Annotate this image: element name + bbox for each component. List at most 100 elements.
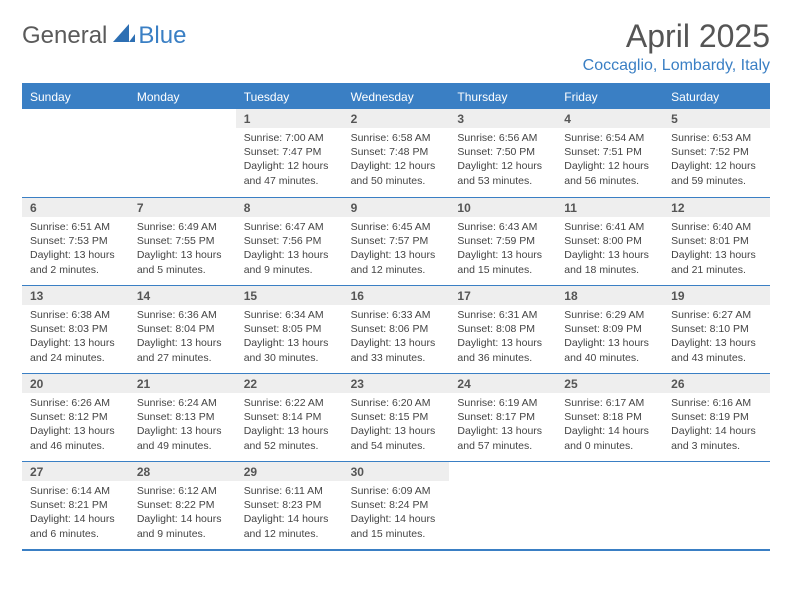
sunrise-text: Sunrise: 6:27 AM xyxy=(671,308,762,322)
day-details: Sunrise: 6:38 AMSunset: 8:03 PMDaylight:… xyxy=(22,305,129,371)
sunset-text: Sunset: 7:47 PM xyxy=(244,145,335,159)
logo: General Blue xyxy=(22,22,186,50)
calendar-day-cell xyxy=(449,462,556,549)
daylight-line1: Daylight: 13 hours xyxy=(244,424,335,438)
sunset-text: Sunset: 8:06 PM xyxy=(351,322,442,336)
day-number: 6 xyxy=(22,198,129,217)
calendar-week-row: 1Sunrise: 7:00 AMSunset: 7:47 PMDaylight… xyxy=(22,109,770,197)
day-number: 16 xyxy=(343,286,450,305)
daylight-line2: and 46 minutes. xyxy=(30,439,121,453)
daylight-line1: Daylight: 13 hours xyxy=(564,336,655,350)
day-details: Sunrise: 6:56 AMSunset: 7:50 PMDaylight:… xyxy=(449,128,556,194)
sunset-text: Sunset: 8:08 PM xyxy=(457,322,548,336)
sunrise-text: Sunrise: 6:41 AM xyxy=(564,220,655,234)
day-details: Sunrise: 6:19 AMSunset: 8:17 PMDaylight:… xyxy=(449,393,556,459)
weekday-header: Thursday xyxy=(449,85,556,109)
daylight-line1: Daylight: 14 hours xyxy=(244,512,335,526)
day-details: Sunrise: 6:31 AMSunset: 8:08 PMDaylight:… xyxy=(449,305,556,371)
day-number: 20 xyxy=(22,374,129,393)
sunset-text: Sunset: 8:14 PM xyxy=(244,410,335,424)
day-number: 3 xyxy=(449,109,556,128)
daylight-line2: and 21 minutes. xyxy=(671,263,762,277)
daylight-line2: and 30 minutes. xyxy=(244,351,335,365)
sunrise-text: Sunrise: 6:51 AM xyxy=(30,220,121,234)
calendar-day-cell: 18Sunrise: 6:29 AMSunset: 8:09 PMDayligh… xyxy=(556,286,663,373)
calendar-week-row: 6Sunrise: 6:51 AMSunset: 7:53 PMDaylight… xyxy=(22,197,770,285)
daylight-line2: and 3 minutes. xyxy=(671,439,762,453)
day-details: Sunrise: 6:20 AMSunset: 8:15 PMDaylight:… xyxy=(343,393,450,459)
day-details: Sunrise: 6:41 AMSunset: 8:00 PMDaylight:… xyxy=(556,217,663,283)
daylight-line1: Daylight: 13 hours xyxy=(137,424,228,438)
calendar-day-cell: 12Sunrise: 6:40 AMSunset: 8:01 PMDayligh… xyxy=(663,198,770,285)
daylight-line2: and 9 minutes. xyxy=(244,263,335,277)
logo-text-1: General xyxy=(22,22,107,50)
daylight-line1: Daylight: 14 hours xyxy=(671,424,762,438)
daylight-line2: and 18 minutes. xyxy=(564,263,655,277)
day-number: 19 xyxy=(663,286,770,305)
daylight-line2: and 36 minutes. xyxy=(457,351,548,365)
day-number: 14 xyxy=(129,286,236,305)
sunset-text: Sunset: 7:55 PM xyxy=(137,234,228,248)
calendar: Sunday Monday Tuesday Wednesday Thursday… xyxy=(22,83,770,551)
daylight-line1: Daylight: 13 hours xyxy=(564,248,655,262)
calendar-day-cell: 21Sunrise: 6:24 AMSunset: 8:13 PMDayligh… xyxy=(129,374,236,461)
calendar-week-row: 20Sunrise: 6:26 AMSunset: 8:12 PMDayligh… xyxy=(22,373,770,461)
sunrise-text: Sunrise: 6:19 AM xyxy=(457,396,548,410)
calendar-day-cell: 1Sunrise: 7:00 AMSunset: 7:47 PMDaylight… xyxy=(236,109,343,197)
sunrise-text: Sunrise: 6:31 AM xyxy=(457,308,548,322)
day-details: Sunrise: 6:14 AMSunset: 8:21 PMDaylight:… xyxy=(22,481,129,547)
day-details: Sunrise: 6:47 AMSunset: 7:56 PMDaylight:… xyxy=(236,217,343,283)
sunrise-text: Sunrise: 6:45 AM xyxy=(351,220,442,234)
calendar-body: 1Sunrise: 7:00 AMSunset: 7:47 PMDaylight… xyxy=(22,109,770,549)
day-number: 26 xyxy=(663,374,770,393)
daylight-line1: Daylight: 12 hours xyxy=(564,159,655,173)
calendar-day-cell: 26Sunrise: 6:16 AMSunset: 8:19 PMDayligh… xyxy=(663,374,770,461)
sunset-text: Sunset: 8:03 PM xyxy=(30,322,121,336)
day-number: 23 xyxy=(343,374,450,393)
daylight-line1: Daylight: 13 hours xyxy=(457,424,548,438)
calendar-day-cell: 22Sunrise: 6:22 AMSunset: 8:14 PMDayligh… xyxy=(236,374,343,461)
weekday-header: Wednesday xyxy=(343,85,450,109)
sunrise-text: Sunrise: 7:00 AM xyxy=(244,131,335,145)
day-number: 8 xyxy=(236,198,343,217)
day-details: Sunrise: 6:26 AMSunset: 8:12 PMDaylight:… xyxy=(22,393,129,459)
sunrise-text: Sunrise: 6:38 AM xyxy=(30,308,121,322)
calendar-day-cell xyxy=(556,462,663,549)
day-details: Sunrise: 6:09 AMSunset: 8:24 PMDaylight:… xyxy=(343,481,450,547)
day-number: 27 xyxy=(22,462,129,481)
sunrise-text: Sunrise: 6:54 AM xyxy=(564,131,655,145)
daylight-line2: and 24 minutes. xyxy=(30,351,121,365)
day-number: 11 xyxy=(556,198,663,217)
calendar-day-cell xyxy=(129,109,236,197)
daylight-line1: Daylight: 13 hours xyxy=(351,248,442,262)
sunset-text: Sunset: 8:01 PM xyxy=(671,234,762,248)
logo-text-2: Blue xyxy=(138,22,186,50)
page-title: April 2025 xyxy=(583,18,770,55)
day-number: 18 xyxy=(556,286,663,305)
sunset-text: Sunset: 8:00 PM xyxy=(564,234,655,248)
sunrise-text: Sunrise: 6:14 AM xyxy=(30,484,121,498)
daylight-line1: Daylight: 13 hours xyxy=(30,248,121,262)
day-details: Sunrise: 6:29 AMSunset: 8:09 PMDaylight:… xyxy=(556,305,663,371)
daylight-line2: and 54 minutes. xyxy=(351,439,442,453)
daylight-line1: Daylight: 12 hours xyxy=(244,159,335,173)
daylight-line2: and 43 minutes. xyxy=(671,351,762,365)
sunset-text: Sunset: 7:50 PM xyxy=(457,145,548,159)
sunset-text: Sunset: 8:13 PM xyxy=(137,410,228,424)
sunset-text: Sunset: 8:23 PM xyxy=(244,498,335,512)
title-block: April 2025 Coccaglio, Lombardy, Italy xyxy=(583,18,770,75)
daylight-line2: and 40 minutes. xyxy=(564,351,655,365)
daylight-line1: Daylight: 13 hours xyxy=(351,424,442,438)
sunrise-text: Sunrise: 6:53 AM xyxy=(671,131,762,145)
daylight-line2: and 12 minutes. xyxy=(351,263,442,277)
sunset-text: Sunset: 8:22 PM xyxy=(137,498,228,512)
day-details: Sunrise: 7:00 AMSunset: 7:47 PMDaylight:… xyxy=(236,128,343,194)
calendar-day-cell: 7Sunrise: 6:49 AMSunset: 7:55 PMDaylight… xyxy=(129,198,236,285)
calendar-day-cell: 23Sunrise: 6:20 AMSunset: 8:15 PMDayligh… xyxy=(343,374,450,461)
daylight-line2: and 53 minutes. xyxy=(457,174,548,188)
calendar-day-cell: 28Sunrise: 6:12 AMSunset: 8:22 PMDayligh… xyxy=(129,462,236,549)
daylight-line2: and 27 minutes. xyxy=(137,351,228,365)
sunset-text: Sunset: 7:48 PM xyxy=(351,145,442,159)
calendar-day-cell: 13Sunrise: 6:38 AMSunset: 8:03 PMDayligh… xyxy=(22,286,129,373)
calendar-day-cell: 4Sunrise: 6:54 AMSunset: 7:51 PMDaylight… xyxy=(556,109,663,197)
